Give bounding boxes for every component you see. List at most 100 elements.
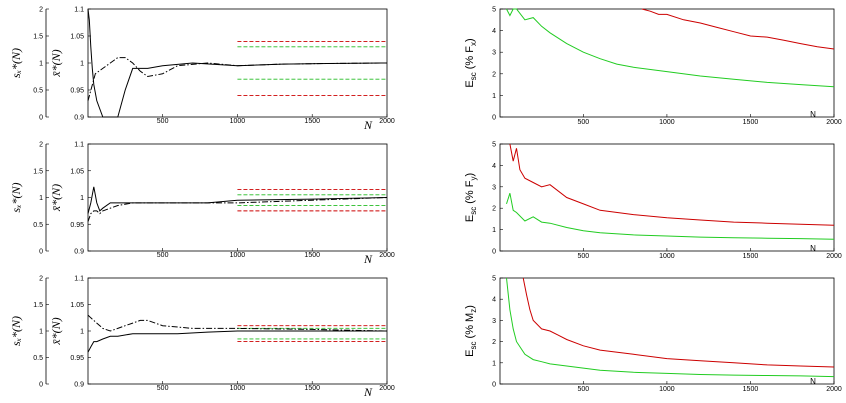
x-axis-label: N (810, 110, 816, 119)
y-tick-label: 3 (492, 50, 496, 57)
y-tick-label: 5 (492, 142, 496, 149)
y-axis-label-part: (% M (464, 313, 476, 342)
x-tick-label: 1000 (659, 386, 675, 393)
outer-y-tick-label: 0.5 (33, 222, 43, 229)
inner-y-tick-label: 0.9 (74, 382, 84, 389)
outer-y-tick-label: 2 (39, 276, 43, 283)
x-tick-label: 2000 (379, 385, 395, 392)
x-axis-label: N (810, 244, 816, 253)
y-tick-label: 4 (492, 297, 496, 304)
x-tick-label: 2000 (826, 386, 842, 393)
x-tick-label: 500 (157, 252, 169, 259)
y-tick-label: 1 (492, 360, 496, 367)
y-axis-label-part: ) (464, 173, 476, 177)
outer-y-axis-label: sₓ*(N) (9, 182, 23, 212)
inner-y-tick-label: 1.1 (74, 276, 84, 283)
x-tick-label: 2000 (826, 253, 842, 260)
x-tick-label: 500 (157, 385, 169, 392)
y-axis-label-part: E (464, 80, 476, 87)
y-axis-label-part: E (464, 350, 476, 357)
inner-y-tick-label: 1.1 (74, 142, 84, 149)
x-tick-label: 1500 (304, 252, 320, 259)
series-dashdot (87, 57, 388, 101)
plot-frame (499, 8, 835, 118)
y-tick-label: 2 (492, 206, 496, 213)
outer-y-tick-label: 0 (39, 249, 43, 256)
y-tick-label: 0 (492, 382, 496, 389)
outer-y-tick-label: 2 (39, 7, 43, 14)
y-axis-label-part: sc (469, 72, 478, 80)
chart-left-3: 0 0.5 1 1.5 2 0.9 0.95 1 1.05 1.1 500 1000 1500 2000 N… (9, 276, 395, 400)
inner-y-axis-label: x̄*(N) (49, 49, 63, 77)
x-axis-label: N (363, 385, 373, 399)
inner-y-tick-label: 0.95 (70, 355, 84, 362)
outer-y-axis-label: sₓ*(N) (9, 48, 23, 78)
y-axis-label-part: E (464, 215, 476, 222)
y-tick-label: 3 (492, 184, 496, 191)
y-tick-label: 1 (492, 227, 496, 234)
series-line (641, 8, 835, 50)
y-tick-label: 2 (492, 339, 496, 346)
outer-y-tick-label: 0.5 (33, 88, 43, 95)
plot-frame (499, 143, 835, 252)
outer-y-tick-label: 2 (39, 142, 43, 149)
x-tick-label: 1500 (304, 385, 320, 392)
series-dashdot (87, 314, 388, 332)
x-tick-label: 500 (157, 118, 169, 125)
outer-y-tick-label: 1.5 (33, 34, 43, 41)
x-tick-label: 1000 (659, 119, 675, 126)
y-tick-label: 4 (492, 163, 496, 170)
outer-y-axis-label: sₓ*(N) (9, 316, 23, 346)
y-axis-label-part: (% F (464, 180, 476, 207)
y-axis-label-part: ) (464, 305, 476, 309)
y-axis-label: Esc (% Mz) (464, 305, 478, 357)
y-tick-label: 0 (492, 249, 496, 256)
series-dashdot (87, 197, 388, 222)
series-line (509, 143, 835, 226)
outer-y-tick-label: 1.5 (33, 168, 43, 175)
y-tick-label: 3 (492, 318, 496, 325)
y-tick-label: 5 (492, 276, 496, 283)
outer-y-tick-label: 0.5 (33, 355, 43, 362)
inner-y-tick-label: 1 (80, 195, 84, 202)
y-axis-label-part: z (469, 309, 478, 313)
y-tick-label: 2 (492, 71, 496, 78)
chart-left-2: 0 0.5 1 1.5 2 0.9 0.95 1 1.05 1.1 500 1000 1500 2000 N… (9, 142, 395, 267)
y-axis-label-part: ) (464, 38, 476, 42)
x-tick-label: 2000 (379, 118, 395, 125)
outer-y-tick-label: 0 (39, 115, 43, 122)
outer-y-tick-label: 1 (39, 195, 43, 202)
inner-y-tick-label: 1.05 (70, 34, 84, 41)
outer-y-tick-label: 0 (39, 382, 43, 389)
inner-y-tick-label: 0.9 (74, 115, 84, 122)
y-tick-label: 0 (492, 115, 496, 122)
inner-y-tick-label: 1.05 (70, 302, 84, 309)
inner-y-tick-label: 0.95 (70, 222, 84, 229)
series-line (522, 277, 835, 368)
inner-y-axis-label: x̄*(N) (49, 184, 63, 212)
y-tick-label: 4 (492, 28, 496, 35)
x-tick-label: 1000 (659, 253, 675, 260)
series-line (506, 193, 835, 240)
chart-right-2: 0 1 2 3 4 5 500 1000 1500 2000 N Esc (% Fy) (464, 142, 842, 261)
y-axis-label-part: sc (469, 342, 478, 350)
x-tick-label: 1000 (230, 118, 246, 125)
x-tick-label: 500 (578, 386, 590, 393)
plot-frame (87, 143, 388, 252)
inner-y-tick-label: 1 (80, 61, 84, 68)
chart-right-3: 0 1 2 3 4 5 500 1000 1500 2000 N Esc (% Mz) (464, 276, 842, 394)
x-tick-label: 500 (578, 253, 590, 260)
x-tick-label: 1000 (230, 385, 246, 392)
outer-y-tick-label: 1 (39, 329, 43, 336)
y-axis-label-part: (% F (464, 46, 476, 73)
x-tick-label: 1500 (743, 119, 759, 126)
chart-left-1: 0 0.5 1 1.5 2 0.9 0.95 1 1.05 1.1 500 1000 1500 2000 N… (9, 7, 395, 133)
inner-y-tick-label: 0.9 (74, 249, 84, 256)
series-line (506, 277, 835, 378)
y-axis-label-part: sc (469, 207, 478, 215)
series-solid (87, 330, 387, 353)
inner-y-tick-label: 1.1 (74, 7, 84, 14)
y-tick-label: 5 (492, 7, 496, 14)
y-axis-label-part: x (469, 42, 478, 46)
